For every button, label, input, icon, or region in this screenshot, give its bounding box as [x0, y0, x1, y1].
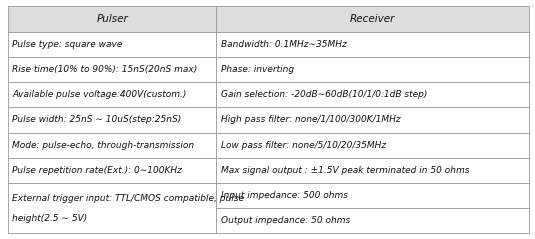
Bar — [216, 82, 529, 108]
Bar — [216, 133, 529, 158]
Bar — [216, 6, 529, 32]
Text: Available pulse voltage:400V(custom.): Available pulse voltage:400V(custom.) — [12, 90, 187, 99]
Text: Pulse type: square wave: Pulse type: square wave — [12, 40, 123, 49]
Bar — [216, 57, 529, 82]
Text: Rise time(10% to 90%): 15nS(20nS max): Rise time(10% to 90%): 15nS(20nS max) — [12, 65, 197, 74]
Text: Low pass filter: none/5/10/20/35MHz: Low pass filter: none/5/10/20/35MHz — [220, 141, 386, 150]
Text: Max signal output : ±1.5V peak terminated in 50 ohms: Max signal output : ±1.5V peak terminate… — [220, 166, 469, 175]
Text: Phase: inverting: Phase: inverting — [220, 65, 294, 74]
Text: Receiver: Receiver — [350, 14, 395, 24]
Text: Gain selection: -20dB∼60dB(10/1/0.1dB step): Gain selection: -20dB∼60dB(10/1/0.1dB st… — [220, 90, 427, 99]
Bar — [8, 6, 216, 32]
Bar — [216, 208, 529, 233]
Text: Pulser: Pulser — [96, 14, 128, 24]
Bar — [216, 32, 529, 57]
Bar — [8, 183, 216, 233]
Bar — [216, 108, 529, 133]
Bar — [8, 57, 216, 82]
Text: Pulse width: 25nS ∼ 10uS(step:25nS): Pulse width: 25nS ∼ 10uS(step:25nS) — [12, 115, 181, 125]
Bar — [8, 32, 216, 57]
Text: Input impedance: 500 ohms: Input impedance: 500 ohms — [220, 191, 348, 200]
Text: High pass filter: none/1/100/300K/1MHz: High pass filter: none/1/100/300K/1MHz — [220, 115, 400, 125]
Text: Pulse repetition rate(Ext.): 0∼100KHz: Pulse repetition rate(Ext.): 0∼100KHz — [12, 166, 182, 175]
Text: External trigger input: TTL/CMOS compatible, pulse: External trigger input: TTL/CMOS compati… — [12, 194, 244, 203]
Bar — [8, 108, 216, 133]
Bar — [216, 183, 529, 208]
Bar — [216, 158, 529, 183]
Text: Bandwidth: 0.1MHz∼35MHz: Bandwidth: 0.1MHz∼35MHz — [220, 40, 346, 49]
Text: Output impedance: 50 ohms: Output impedance: 50 ohms — [220, 216, 350, 225]
Text: Mode: pulse-echo, through-transmission: Mode: pulse-echo, through-transmission — [12, 141, 194, 150]
Bar — [8, 82, 216, 108]
Text: height(2.5 ∼ 5V): height(2.5 ∼ 5V) — [12, 214, 88, 223]
Bar — [8, 133, 216, 158]
Bar — [8, 158, 216, 183]
